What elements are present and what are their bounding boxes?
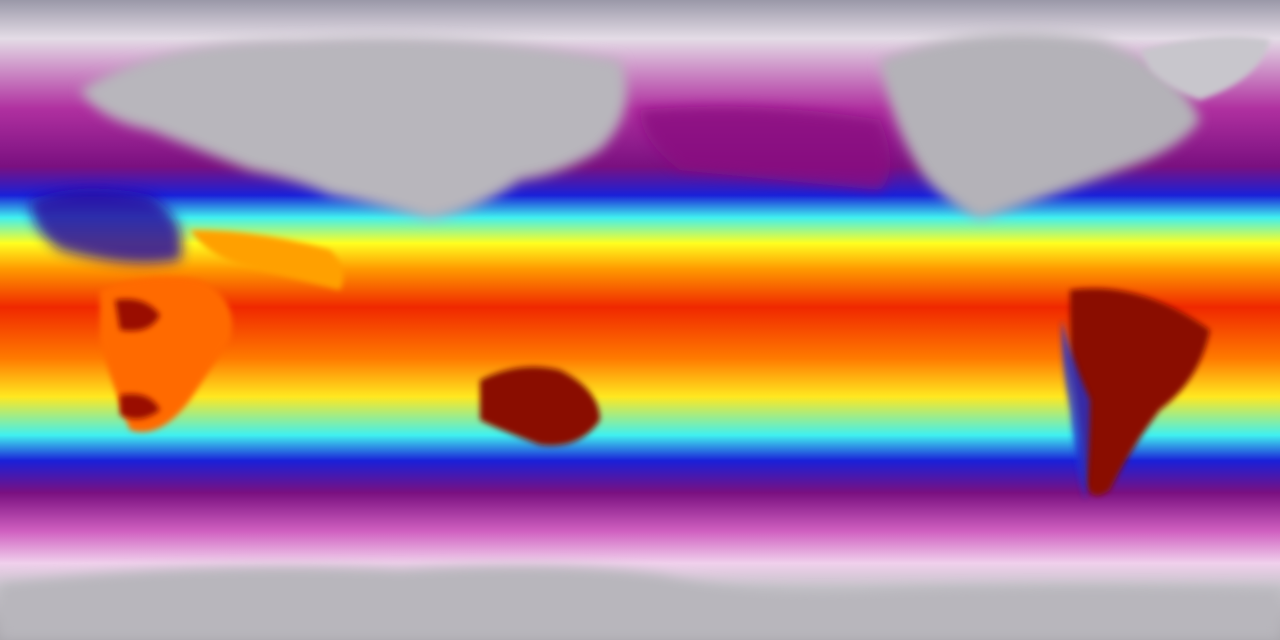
andes-cold-strip (1061, 320, 1090, 500)
arabia-india (190, 230, 344, 290)
eurasia (80, 37, 627, 220)
antarctica (0, 566, 1280, 640)
central-asia-dark (30, 188, 182, 264)
africa-hot-spots (115, 299, 160, 419)
south-america (1070, 288, 1210, 496)
australia (480, 366, 600, 446)
siberia-purple (640, 106, 890, 190)
greenland (1140, 36, 1270, 100)
north-america (880, 33, 1200, 221)
